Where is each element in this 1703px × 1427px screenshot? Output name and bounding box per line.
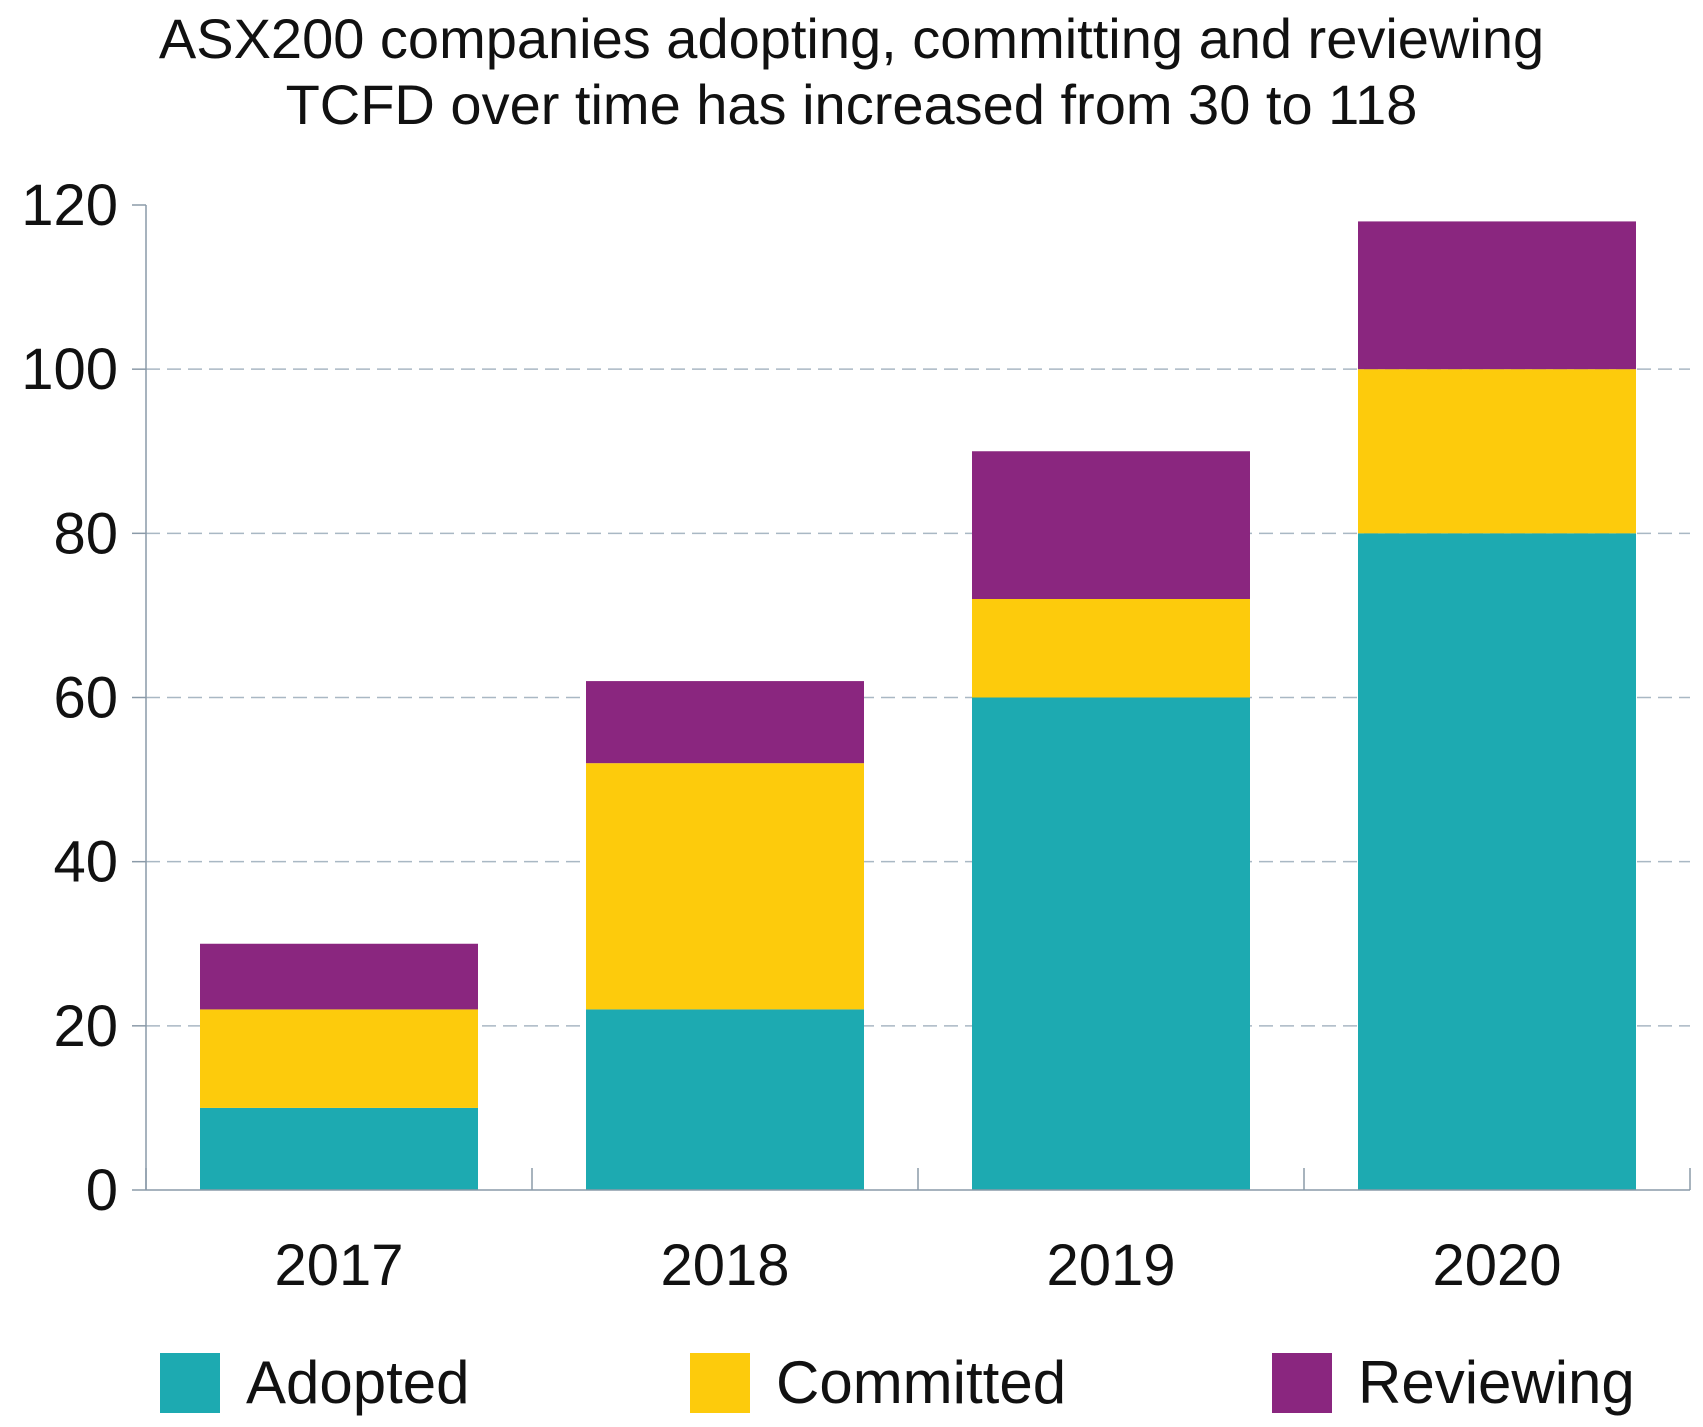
bar-2019-committed [972,599,1250,698]
legend-swatch-committed [690,1353,750,1413]
bar-2019-reviewing [972,451,1250,599]
y-tick-label-40: 40 [53,830,118,895]
chart-title: ASX200 companies adopting, committing an… [0,6,1703,138]
chart-title-line-2: TCFD over time has increased from 30 to … [285,73,1418,136]
y-tick-label-60: 60 [53,666,118,731]
x-tick-label-2020: 2020 [1432,1233,1561,1298]
legend-item-reviewing: Reviewing [1272,1348,1635,1418]
legend-item-adopted: Adopted [160,1348,470,1418]
x-tick-label-2018: 2018 [660,1233,789,1298]
bar-2018-committed [586,763,864,1010]
y-tick-label-0: 0 [86,1158,118,1223]
y-tick-label-80: 80 [53,501,118,566]
y-tick-label-120: 120 [21,173,118,238]
legend: Adopted Committed Reviewing [0,1348,1703,1418]
legend-swatch-reviewing [1272,1353,1332,1413]
legend-label-committed: Committed [776,1349,1067,1416]
legend-label-adopted: Adopted [246,1349,470,1416]
bar-2020-committed [1358,369,1636,534]
bar-2017-reviewing [200,943,478,1010]
x-tick-label-2019: 2019 [1046,1233,1175,1298]
legend-swatch-adopted [160,1353,220,1413]
axes [132,204,1691,1191]
y-tick-label-20: 20 [53,994,118,1059]
bar-2020-reviewing [1358,221,1636,370]
bar-2018-adopted [586,1009,864,1190]
bar-2020-adopted [1358,533,1636,1190]
y-tick-label-100: 100 [21,337,118,402]
bar-2017-adopted [200,1107,478,1190]
bar-2019-adopted [972,697,1250,1190]
legend-label-reviewing: Reviewing [1358,1349,1635,1416]
bar-2017-committed [200,1009,478,1108]
legend-item-committed: Committed [690,1348,1066,1418]
bars [200,221,1636,1190]
x-tick-label-2017: 2017 [274,1233,403,1298]
bar-2018-reviewing [586,681,864,764]
chart-title-line-1: ASX200 companies adopting, committing an… [158,7,1545,70]
axis-labels: 0 20 40 60 80 100 120 2017 2018 2019 2020 [21,173,1561,1298]
